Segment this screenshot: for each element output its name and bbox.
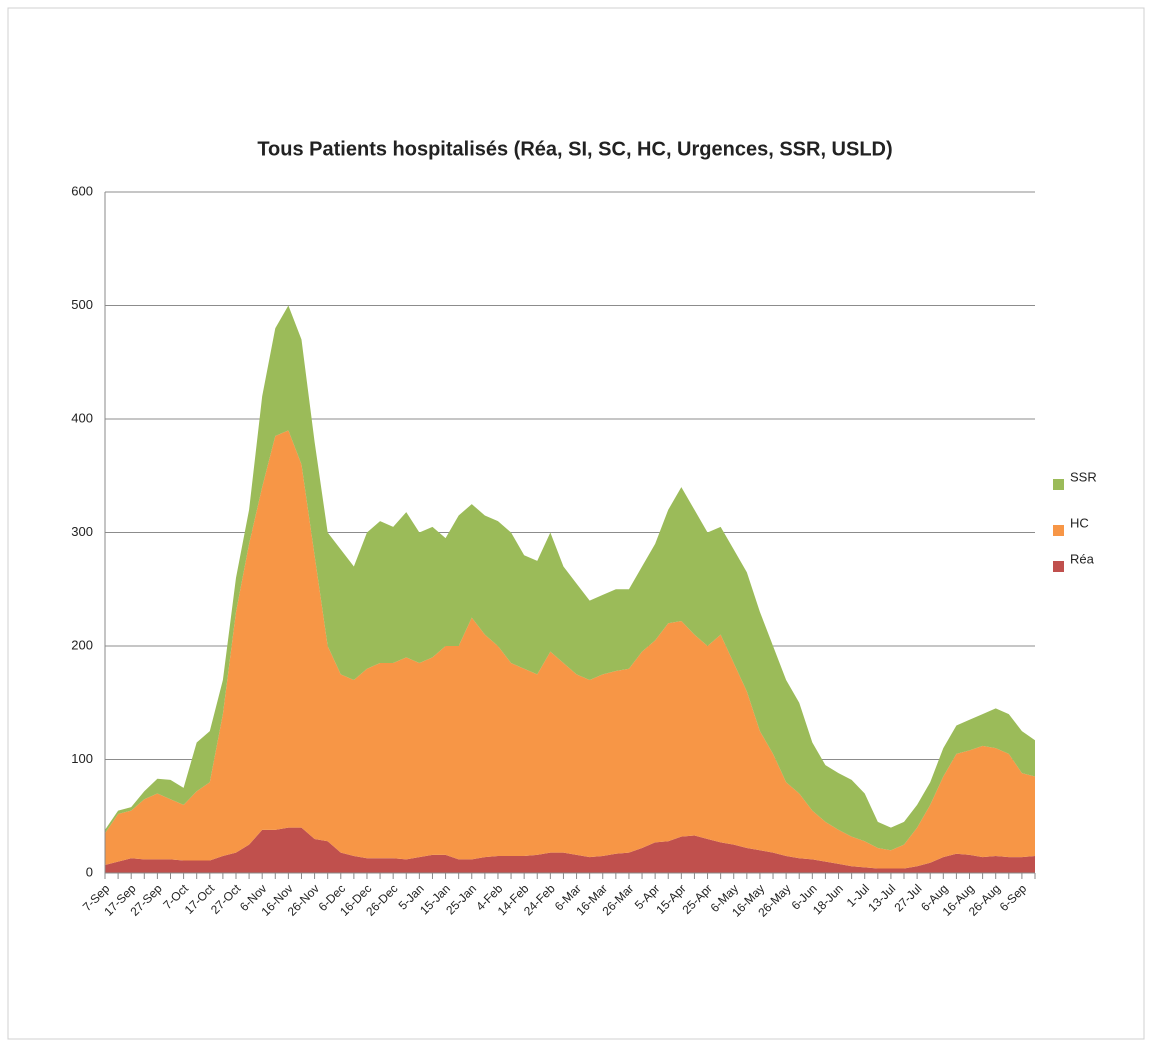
y-tick-label: 600 [71, 183, 93, 198]
legend-swatch [1053, 525, 1064, 536]
legend-swatch [1053, 479, 1064, 490]
y-tick-label: 300 [71, 524, 93, 539]
chart-title: Tous Patients hospitalisés (Réa, SI, SC,… [257, 138, 892, 160]
y-tick-label: 200 [71, 637, 93, 652]
legend-label: Réa [1070, 551, 1095, 566]
area [105, 827, 1035, 873]
y-tick-label: 100 [71, 751, 93, 766]
area [105, 430, 1035, 869]
y-tick-label: 500 [71, 297, 93, 312]
y-tick-label: 400 [71, 410, 93, 425]
legend-swatch [1053, 561, 1064, 572]
area [105, 305, 1035, 851]
y-tick-label: 0 [86, 864, 93, 879]
legend-label: HC [1070, 515, 1089, 530]
legend-label: SSR [1070, 469, 1097, 484]
